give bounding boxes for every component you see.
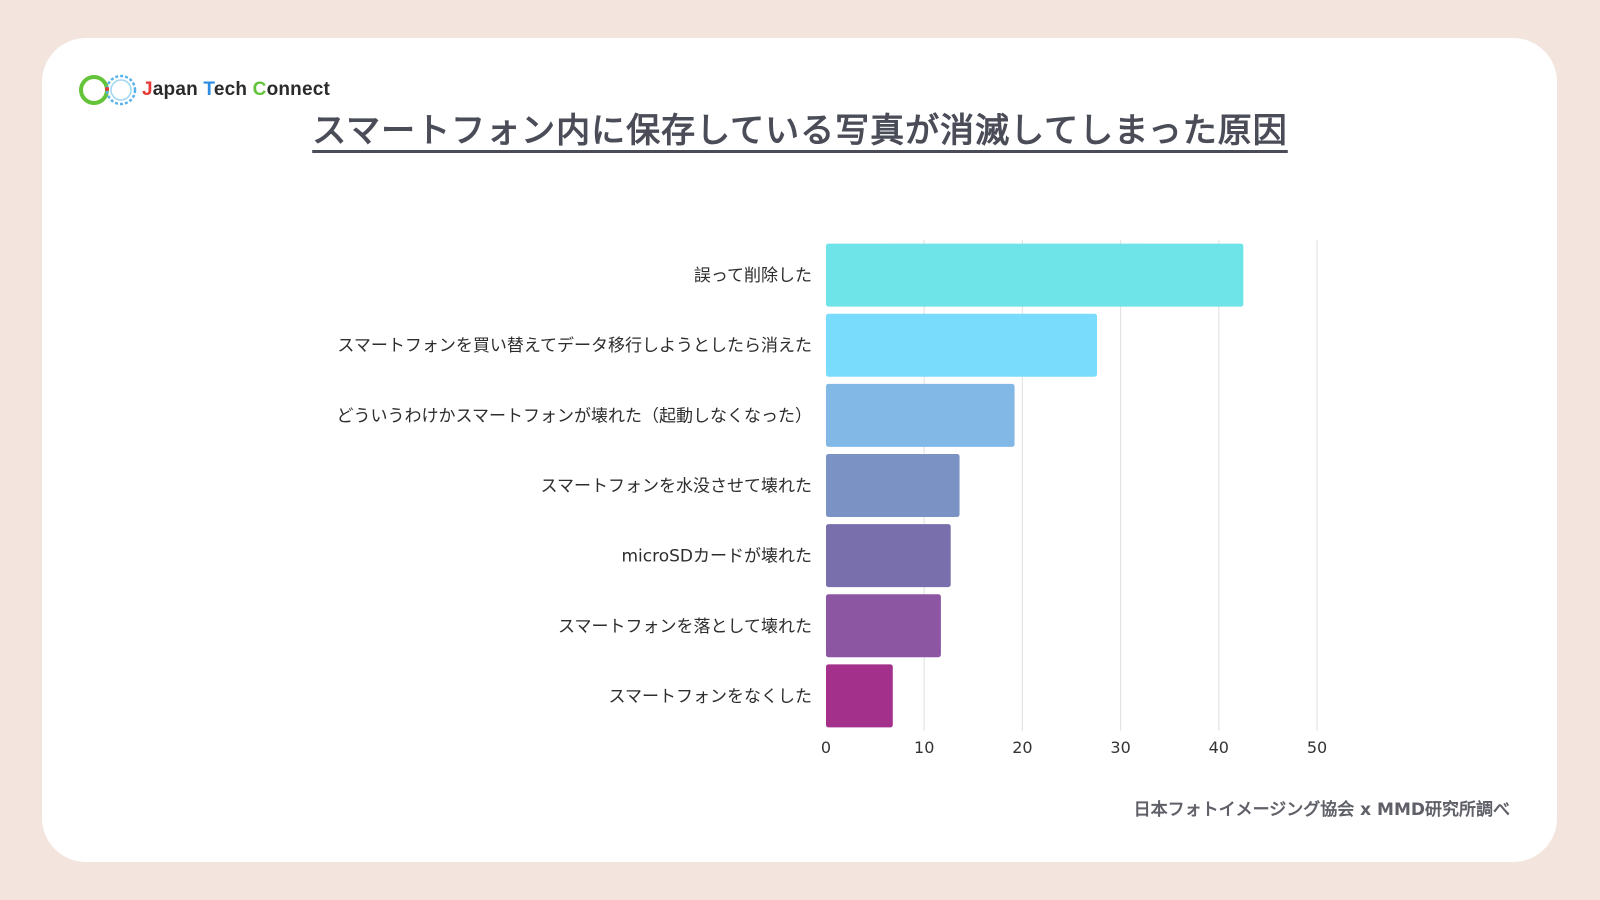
x-tick-label-20: 20 bbox=[1012, 738, 1032, 757]
category-label-5: microSDカードが壊れた bbox=[621, 547, 812, 567]
source-note: 日本フォトイメージング協会 x MMD研究所調べ bbox=[1134, 795, 1510, 820]
bar-7 bbox=[826, 664, 893, 727]
category-label-6: スマートフォンを落として壊れた bbox=[558, 617, 812, 637]
category-label-1: 誤って削除した bbox=[694, 266, 812, 286]
bar-6 bbox=[826, 594, 941, 657]
bar-2 bbox=[826, 314, 1097, 377]
x-tick-label-40: 40 bbox=[1209, 738, 1229, 757]
x-tick-label-0: 0 bbox=[821, 738, 831, 757]
x-tick-label-50: 50 bbox=[1307, 738, 1327, 757]
category-label-2: スマートフォンを買い替えてデータ移行しようとしたら消えた bbox=[337, 335, 812, 356]
bar-3 bbox=[826, 384, 1015, 447]
category-label-7: スマートフォンをなくした bbox=[609, 687, 813, 707]
category-label-3: どういうわけかスマートフォンが壊れた（起動しなくなった） bbox=[337, 406, 813, 426]
x-tick-label-30: 30 bbox=[1110, 738, 1130, 757]
category-label-4: スマートフォンを水没させて壊れた bbox=[541, 477, 813, 497]
bar-1 bbox=[826, 244, 1243, 307]
bar-4 bbox=[826, 454, 960, 517]
x-tick-label-10: 10 bbox=[914, 738, 934, 757]
bar-5 bbox=[826, 524, 951, 587]
